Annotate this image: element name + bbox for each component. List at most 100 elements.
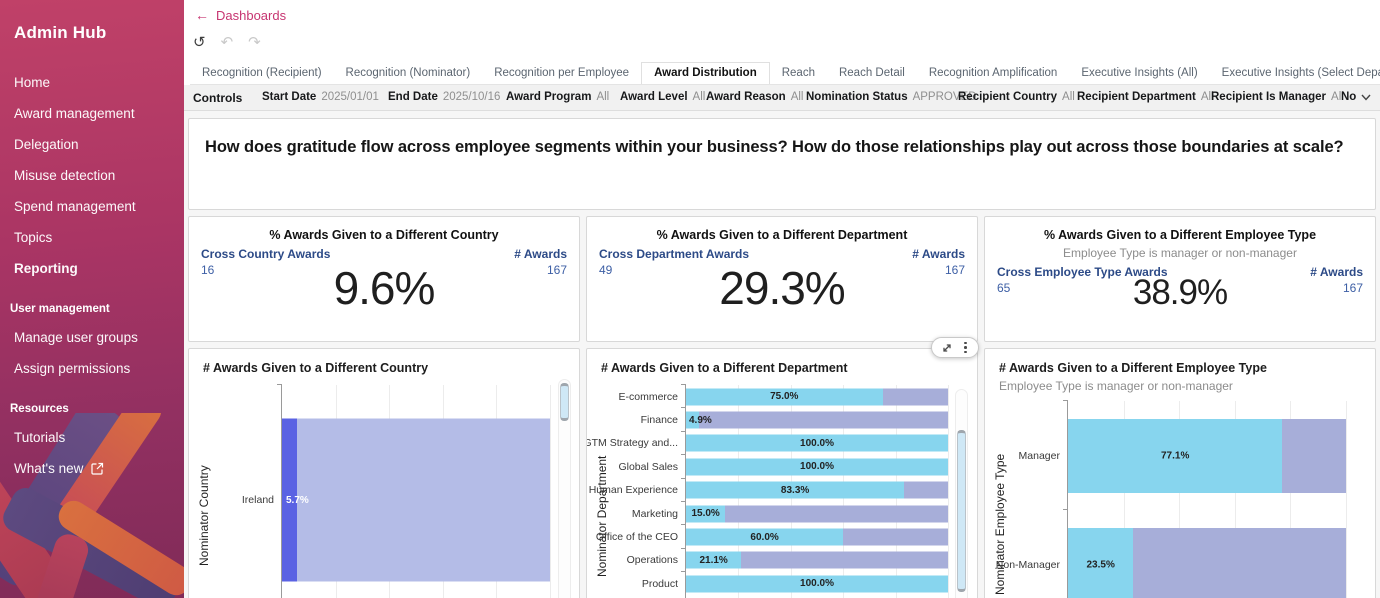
sidebar-item-what-s-new[interactable]: What's new xyxy=(0,453,184,486)
filter-label: Award Program xyxy=(506,91,592,103)
back-arrow-icon: ← xyxy=(195,7,209,23)
filter-label: Start Date xyxy=(262,91,317,103)
kebab-menu-icon[interactable] xyxy=(962,340,969,356)
bar-segment-primary[interactable] xyxy=(686,434,948,452)
gridline xyxy=(1234,401,1236,598)
expand-icon[interactable] xyxy=(941,342,953,354)
bar: 4.9% xyxy=(686,411,948,429)
scrollbar-thumb[interactable] xyxy=(560,383,569,421)
bar-segment-primary[interactable] xyxy=(1068,527,1134,598)
card-actions-pill xyxy=(931,337,979,358)
bar-segment-primary[interactable] xyxy=(282,418,298,582)
kpi-big-value: 9.6% xyxy=(333,262,436,314)
chart-row-human-experience: Human Experience 83.3% xyxy=(589,477,948,502)
filter-nomination-status[interactable]: Nomination Status APPROVED xyxy=(806,91,977,103)
filter-start-date[interactable]: Start Date 2025/01/01 xyxy=(262,91,379,103)
chart-plot: Ireland 5.7% xyxy=(242,384,551,598)
sidebar-item-manage-user-groups[interactable]: Manage user groups xyxy=(14,330,138,345)
bar-segment-remainder[interactable] xyxy=(297,418,550,582)
sidebar-section-user-management: User management xyxy=(10,303,110,315)
category-label: Marketing xyxy=(631,507,678,520)
bar-segment-primary[interactable] xyxy=(686,388,883,406)
kpi-big-value: 38.9% xyxy=(1132,273,1228,312)
filter-award-level[interactable]: Award Level All xyxy=(620,91,705,103)
filter-award-program[interactable]: Award Program All xyxy=(506,91,609,103)
breadcrumb[interactable]: ← Dashboards xyxy=(195,7,286,23)
sidebar-item-spend-management[interactable]: Spend management xyxy=(14,199,136,214)
chart-subtitle: Employee Type is manager or non-manager xyxy=(999,379,1233,393)
chart-plot: E-commerce 75.0% Finance 4.9% GTM Strategy a… xyxy=(587,383,949,598)
filter-no[interactable]: No xyxy=(1341,91,1356,103)
sidebar-item-home[interactable]: Home xyxy=(14,75,51,90)
sidebar-item-topics[interactable]: Topics xyxy=(14,230,53,245)
bar-segment-remainder[interactable] xyxy=(698,411,948,429)
scrollbar-thumb[interactable] xyxy=(957,430,966,592)
chart-scrollbar xyxy=(955,389,968,598)
category-label: Operations xyxy=(626,554,678,567)
tab-award-distribution[interactable]: Award Distribution xyxy=(641,62,770,84)
kpi-title: % Awards Given to a Different Department xyxy=(656,228,908,242)
gridline xyxy=(1346,401,1347,598)
bar-segment-remainder[interactable] xyxy=(843,528,948,546)
bar-value-label: 60.0% xyxy=(750,531,779,543)
question-card: How does gratitude flow across employee … xyxy=(188,118,1376,210)
chart-card-department: # Awards Given to a Different Department… xyxy=(586,348,978,598)
bar-value-label: 100.0% xyxy=(800,437,834,449)
filter-recipient-department[interactable]: Recipient Department All xyxy=(1077,91,1214,103)
bar-segment-primary[interactable] xyxy=(686,481,905,499)
tab-recognition-nominator[interactable]: Recognition (Nominator) xyxy=(345,67,471,79)
tab-reach[interactable]: Reach xyxy=(781,67,815,79)
bar-segment-primary[interactable] xyxy=(686,528,844,546)
chart-title: # Awards Given to a Different Employee T… xyxy=(999,361,1267,375)
chart-row-finance: Finance 4.9% xyxy=(641,407,948,431)
category-label: E-commerce xyxy=(618,390,678,403)
tab-recognition-amplification[interactable]: Recognition Amplification xyxy=(928,67,1058,79)
chart-scrollbar xyxy=(558,379,571,598)
bar-segment-remainder[interactable] xyxy=(741,551,948,569)
chart-card-country: # Awards Given to a Different Country No… xyxy=(188,348,580,598)
filter-award-reason[interactable]: Award Reason All xyxy=(706,91,803,103)
chart-title: # Awards Given to a Different Country xyxy=(203,361,429,375)
sidebar-item-reporting[interactable]: Reporting xyxy=(14,261,78,276)
bar-segment-remainder[interactable] xyxy=(725,505,948,523)
tab-recognition-recipient[interactable]: Recognition (Recipient) xyxy=(202,67,322,79)
bar-segment-primary[interactable] xyxy=(686,411,699,429)
chart-row-product: Product 100.0% xyxy=(642,571,948,595)
redo-icon[interactable]: ↷ xyxy=(248,34,261,51)
bar-segment-primary[interactable] xyxy=(1068,418,1283,493)
filter-label: Nomination Status xyxy=(806,91,908,103)
bar-segment-remainder[interactable] xyxy=(1282,418,1346,493)
bar-value-label: 21.1% xyxy=(699,554,728,566)
tab-executive-insights-select-department[interactable]: Executive Insights (Select Department) xyxy=(1221,67,1380,79)
bar-segment-remainder[interactable] xyxy=(1133,527,1346,598)
gridline xyxy=(550,385,551,598)
bar-segment-remainder[interactable] xyxy=(882,388,948,406)
tab-executive-insights-all[interactable]: Executive Insights (All) xyxy=(1081,67,1198,79)
kpi-left-label: Cross Employee Type Awards xyxy=(997,265,1168,279)
filter-recipient-is-manager[interactable]: Recipient Is Manager All xyxy=(1211,91,1344,103)
chart-row-e-commerce: E-commerce 75.0% xyxy=(618,383,948,408)
bar-segment-primary[interactable] xyxy=(686,551,742,569)
bar-segment-primary[interactable] xyxy=(686,458,948,476)
chevron-down-icon[interactable] xyxy=(1360,91,1372,106)
bar-segment-remainder[interactable] xyxy=(904,481,948,499)
sidebar-item-misuse-detection[interactable]: Misuse detection xyxy=(14,168,116,183)
category-label: Finance xyxy=(640,414,678,427)
app-title: Admin Hub xyxy=(14,23,107,42)
bar-segment-primary[interactable] xyxy=(686,575,948,593)
sidebar-item-tutorials[interactable]: Tutorials xyxy=(14,430,66,445)
chart-row-gtm-strategy-and: GTM Strategy and... 100.0% xyxy=(587,430,948,455)
sidebar-item-delegation[interactable]: Delegation xyxy=(14,137,79,152)
filter-recipient-country[interactable]: Recipient Country All xyxy=(958,91,1075,103)
sidebar-item-assign-permissions[interactable]: Assign permissions xyxy=(14,361,131,376)
sidebar-item-award-management[interactable]: Award management xyxy=(14,106,135,121)
tab-recognition-per-employee[interactable]: Recognition per Employee xyxy=(494,67,630,79)
tab-reach-detail[interactable]: Reach Detail xyxy=(838,67,905,79)
bar-value-label: 5.7% xyxy=(286,494,309,506)
kpi-card-department: % Awards Given to a Different Department… xyxy=(586,216,978,342)
reset-icon[interactable]: ↺ xyxy=(193,34,206,51)
undo-icon[interactable]: ↶ xyxy=(220,34,234,51)
bar-segment-primary[interactable] xyxy=(686,505,726,523)
bar: 75.0% xyxy=(686,388,948,406)
filter-end-date[interactable]: End Date 2025/10/16 xyxy=(388,91,500,103)
